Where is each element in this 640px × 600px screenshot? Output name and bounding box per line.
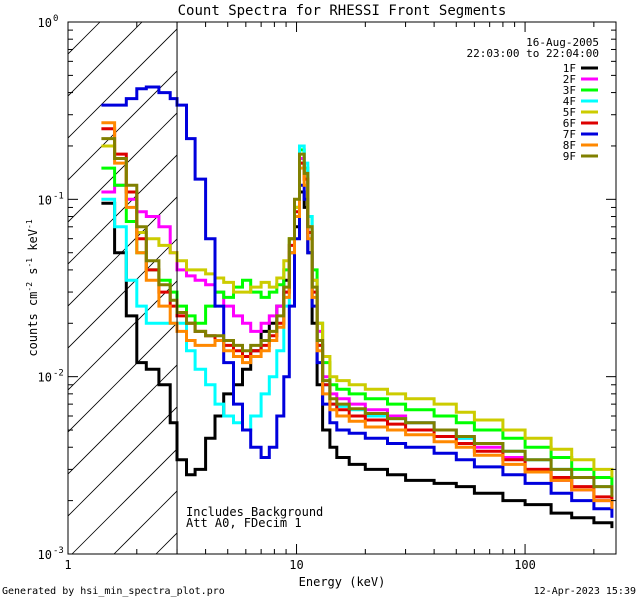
y-axis-label-sup3: -1 [25, 219, 34, 229]
x-tick-label: 10 [289, 558, 303, 572]
y-tick-label: 10 [38, 548, 52, 562]
y-axis-label-main: counts cm [26, 292, 40, 357]
series-line-1F [101, 190, 614, 529]
timestamp-label: 12-Apr-2023 15:39 [533, 586, 636, 597]
hatch-line [68, 28, 178, 139]
legend-label-6F: 6F [563, 117, 576, 130]
y-axis-label-sup1: -2 [25, 282, 34, 292]
chart-title: Count Spectra for RHESSI Front Segments [178, 3, 507, 19]
hatch-line [68, 364, 178, 475]
hatch-line [68, 238, 178, 349]
y-axis-label-sup2: -1 [25, 258, 34, 268]
legend-label-3F: 3F [563, 84, 576, 97]
y-tick-label: 10 [38, 16, 52, 30]
x-axis-label: Energy (keV) [299, 575, 386, 589]
hatch-line [71, 448, 178, 554]
hatch-line [68, 280, 178, 391]
note-background: Includes Background [186, 505, 323, 519]
y-axis-label-tail: keV [26, 229, 40, 258]
hatch-line [68, 196, 178, 307]
legend-label-2F: 2F [563, 73, 576, 86]
note-attenuator: Att A0, FDecim 1 [186, 516, 302, 530]
x-tick-label: 1 [64, 558, 71, 572]
hatch-line [68, 22, 101, 55]
date-label: 16-Aug-2005 [526, 36, 599, 49]
y-tick-exponent: 0 [53, 14, 58, 24]
hatch-line [0, 22, 16, 554]
time-range-label: 22:03:00 to 22:04:00 [467, 47, 599, 60]
plot-frame [67, 21, 617, 555]
y-tick-exponent: -3 [53, 546, 64, 556]
y-tick-exponent: -1 [53, 191, 64, 201]
hatch-line [68, 22, 143, 97]
hatch-line [68, 112, 178, 223]
y-tick-label: 10 [38, 193, 52, 207]
series-lines [101, 85, 614, 529]
hatch-line [68, 154, 178, 265]
y-tick-exponent: -2 [53, 369, 64, 379]
excluded-energy-hatch [0, 22, 178, 554]
x-tick-label: 100 [514, 558, 536, 572]
hatch-line [68, 70, 178, 181]
legend-label-4F: 4F [563, 95, 576, 108]
y-axis-label: counts cm-2 s-1 keV-1 [25, 219, 40, 356]
hatch-line [68, 406, 178, 517]
y-axis-label-mid: s [26, 268, 40, 282]
legend-label-5F: 5F [563, 106, 576, 119]
legend-label-8F: 8F [563, 139, 576, 152]
series-line-7F [101, 85, 614, 518]
legend-label-9F: 9F [563, 150, 576, 163]
legend-label-1F: 1F [563, 62, 576, 75]
y-tick-label: 10 [38, 371, 52, 385]
legend-label-7F: 7F [563, 128, 576, 141]
generated-by-label: Generated by hsi_min_spectra_plot.pro [2, 586, 225, 597]
